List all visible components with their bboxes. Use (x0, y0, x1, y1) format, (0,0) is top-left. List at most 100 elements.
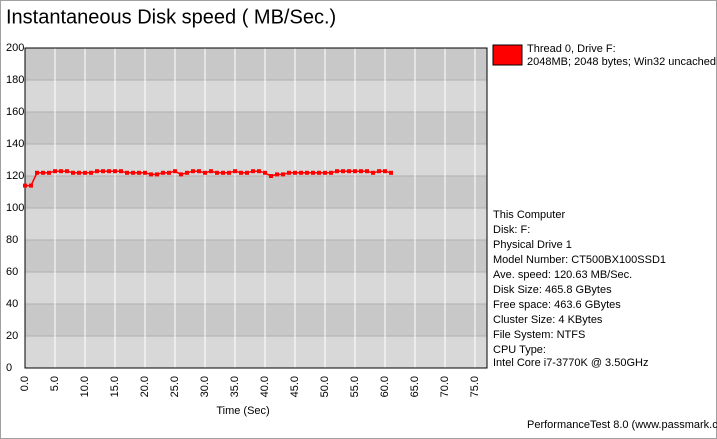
data-point (377, 169, 381, 174)
x-tick-label: 40.0 (259, 376, 271, 397)
data-point (209, 169, 213, 174)
data-point (317, 170, 321, 175)
data-point (281, 172, 285, 177)
plot-band (25, 240, 487, 272)
info-line: Ave. speed: 120.63 MB/Sec. (493, 269, 632, 281)
data-point (107, 169, 111, 174)
plot-band (25, 176, 487, 208)
data-point (23, 183, 27, 188)
data-point (113, 169, 117, 174)
data-point (257, 169, 261, 174)
x-tick-label: 15.0 (109, 376, 121, 397)
data-point (89, 170, 93, 175)
data-point (53, 169, 57, 174)
data-point (359, 169, 363, 174)
data-point (101, 169, 105, 174)
x-axis-label: Time (Sec) (216, 405, 269, 417)
data-point (77, 170, 81, 175)
x-tick-label: 0.0 (19, 376, 31, 391)
data-point (389, 170, 393, 175)
plot-band (25, 112, 487, 144)
data-point (203, 170, 207, 175)
info-line: Free space: 463.6 GBytes (493, 299, 621, 311)
plot-band (25, 336, 487, 368)
data-point (365, 169, 369, 174)
data-point (299, 170, 303, 175)
info-line: Model Number: CT500BX100SSD1 (493, 254, 666, 266)
data-point (119, 169, 123, 174)
data-point (305, 170, 309, 175)
data-point (125, 170, 129, 175)
data-point (185, 170, 189, 175)
legend: Thread 0, Drive F:2048MB; 2048 bytes; Wi… (492, 43, 716, 68)
data-point (173, 169, 177, 174)
info-line: CPU Type: (493, 344, 546, 356)
chart-title: Instantaneous Disk speed ( MB/Sec.) (6, 6, 336, 28)
data-point (197, 169, 201, 174)
x-tick-label: 10.0 (79, 376, 91, 397)
y-tick-label: 80 (6, 234, 18, 246)
y-tick-label: 20 (6, 330, 18, 342)
data-point (41, 170, 45, 175)
data-point (329, 170, 333, 175)
y-tick-label: 120 (6, 170, 24, 182)
data-point (83, 170, 87, 175)
y-tick-label: 200 (6, 42, 24, 54)
data-point (137, 170, 141, 175)
data-point (65, 169, 69, 174)
data-point (335, 169, 339, 174)
data-point (347, 169, 351, 174)
data-point (161, 170, 165, 175)
x-tick-label: 25.0 (169, 376, 181, 397)
info-line: Physical Drive 1 (493, 239, 572, 251)
data-point (155, 172, 159, 177)
x-tick-label: 20.0 (139, 376, 151, 397)
data-point (287, 170, 291, 175)
info-line: Disk: F: (493, 224, 530, 236)
x-tick-label: 30.0 (199, 376, 211, 397)
info-line: Cluster Size: 4 KBytes (493, 314, 603, 326)
data-point (251, 169, 255, 174)
y-tick-label: 180 (6, 74, 24, 86)
data-point (59, 169, 63, 174)
data-point (371, 170, 375, 175)
data-point (245, 170, 249, 175)
plot-band (25, 48, 487, 80)
y-tick-label: 100 (6, 202, 24, 214)
x-tick-label: 45.0 (289, 376, 301, 397)
data-point (95, 169, 99, 174)
info-line: This Computer (493, 209, 565, 221)
legend-detail: 2048MB; 2048 bytes; Win32 uncached (527, 56, 716, 68)
y-tick-label: 160 (6, 106, 24, 118)
legend-swatch (492, 44, 523, 66)
data-point (269, 174, 273, 178)
x-tick-label: 70.0 (439, 376, 451, 397)
y-tick-label: 0 (6, 362, 12, 374)
x-tick-label: 75.0 (469, 376, 481, 397)
data-point (311, 170, 315, 175)
y-tick-label: 60 (6, 266, 18, 278)
info-line: Intel Core i7-3770K @ 3.50GHz (493, 357, 648, 369)
data-point (71, 170, 75, 175)
data-point (383, 169, 387, 174)
data-point (179, 172, 183, 177)
data-point (323, 170, 327, 175)
data-point (353, 169, 357, 174)
data-point (143, 170, 147, 175)
x-tick-label: 65.0 (409, 376, 421, 397)
info-line: File System: NTFS (493, 329, 585, 341)
y-tick-label: 140 (6, 138, 24, 150)
x-tick-label: 55.0 (349, 376, 361, 397)
data-point (221, 170, 225, 175)
data-point (233, 169, 237, 174)
data-point (191, 169, 195, 174)
y-tick-label: 40 (6, 298, 18, 310)
data-point (35, 170, 39, 175)
data-point (47, 170, 51, 175)
data-point (215, 170, 219, 175)
x-tick-label: 60.0 (379, 376, 391, 397)
legend-label: Thread 0, Drive F: (527, 43, 616, 55)
x-tick-label: 5.0 (49, 376, 61, 391)
data-point (275, 172, 279, 177)
